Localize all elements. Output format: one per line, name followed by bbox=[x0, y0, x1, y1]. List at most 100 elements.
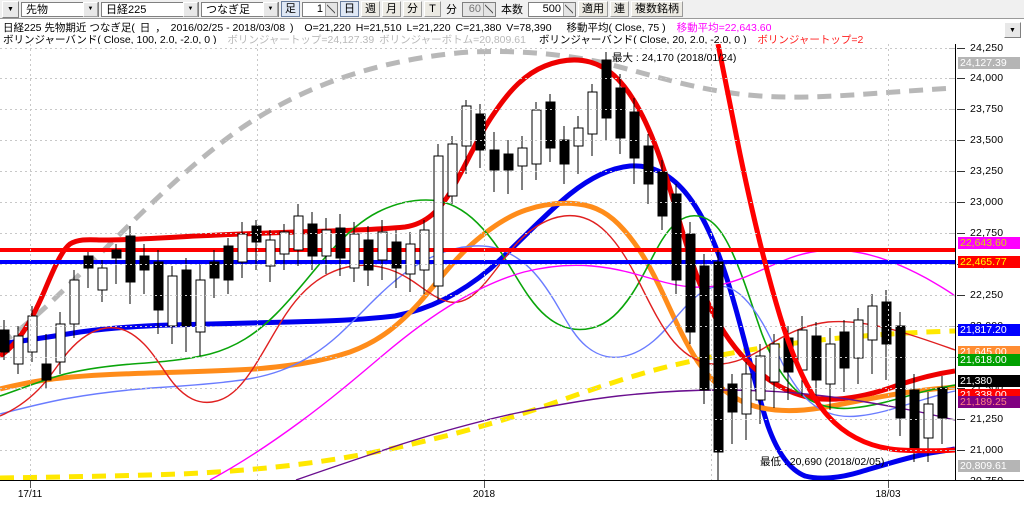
price-value-tag: 21,817.20 bbox=[958, 324, 1020, 336]
apply-button[interactable]: 適用 bbox=[578, 1, 608, 17]
link-button[interactable]: 連 bbox=[610, 1, 629, 17]
period-button-tick[interactable]: T bbox=[424, 1, 441, 17]
period-button-week[interactable]: 週 bbox=[361, 1, 380, 17]
price-value-tag: 22,465.77 bbox=[958, 256, 1020, 268]
price-tick-dash bbox=[949, 202, 955, 203]
price-tick-mark bbox=[957, 140, 965, 141]
ohlc-high: H=21,510 bbox=[355, 22, 402, 34]
price-value-tag: 21,380 bbox=[958, 375, 1020, 387]
count-value-stepper[interactable]: 500 bbox=[528, 1, 576, 17]
count-value-input[interactable]: 500 bbox=[542, 3, 561, 15]
period-button-day[interactable]: 日 bbox=[340, 1, 359, 17]
ohlc-close: C=21,380 bbox=[455, 22, 502, 34]
price-tick-mark bbox=[957, 48, 965, 49]
panel-collapse-arrow-icon[interactable]: ▼ bbox=[1004, 22, 1021, 38]
date-tick-mark bbox=[888, 481, 889, 488]
period-button-minute[interactable]: 分 bbox=[403, 1, 422, 17]
ma-current-value: 移動平均=22,643.60 bbox=[676, 22, 772, 34]
spinner-buttons-icon[interactable] bbox=[325, 2, 337, 16]
bollinger-bottom-value: ボリンジャーボトム=20,809.61 bbox=[379, 34, 526, 46]
chart-date-range: 2016/02/25 - 2018/03/08 bbox=[170, 22, 286, 34]
price-axis-label: 23,250 bbox=[970, 165, 1004, 177]
price-tick-mark bbox=[957, 233, 965, 234]
date-tick-mark bbox=[30, 481, 31, 488]
chart-title-paren: ) bbox=[289, 22, 294, 34]
price-tick-mark bbox=[957, 419, 965, 420]
price-tick-mark bbox=[957, 109, 965, 110]
market-select-value: 先物 bbox=[26, 4, 48, 16]
chevron-down-icon[interactable]: ▼ bbox=[263, 1, 278, 17]
bollinger2-definition: ボリンジャーバンド( Close, 20, 2.0, -2.0, 0 ) bbox=[538, 34, 747, 46]
price-tick-mark bbox=[957, 78, 965, 79]
ohlc-volume: V=78,390 bbox=[506, 22, 552, 34]
price-value-tag: 21,189.25 bbox=[958, 396, 1020, 408]
minute-label: 分 bbox=[446, 4, 457, 16]
main-toolbar: ▼ 先物 ▼ 日経225 ▼ つなぎ足 ▼ 足 1 日 週 月 分 T 分 60… bbox=[0, 0, 1024, 19]
bar-value-input[interactable]: 1 bbox=[316, 3, 323, 15]
chevron-down-icon[interactable]: ▼ bbox=[83, 1, 98, 17]
chart-plot-area[interactable]: 最大 : 24,170 (2018/01/24) 最低 : 20,690 (20… bbox=[0, 44, 955, 480]
spinner-buttons-icon[interactable] bbox=[563, 2, 575, 16]
price-tick-dash bbox=[949, 78, 955, 79]
price-value-tag: 22,643.60 bbox=[958, 237, 1020, 249]
price-tick-dash bbox=[949, 109, 955, 110]
chart-canvas bbox=[0, 44, 955, 480]
price-axis-label: 21,250 bbox=[970, 413, 1004, 425]
ohlc-low: L=21,220 bbox=[406, 22, 451, 34]
price-axis[interactable]: 24,250 24,000 23,750 23,500 23,250 23,000 22,7… bbox=[949, 42, 1024, 487]
min-annotation: 最低 : 20,690 (2018/02/05) bbox=[760, 456, 885, 468]
toolbar-menu-arrow-icon[interactable]: ▼ bbox=[2, 0, 19, 18]
max-annotation: 最大 : 24,170 (2018/01/24) bbox=[612, 52, 737, 64]
price-tick-mark bbox=[957, 295, 965, 296]
symbol-select[interactable]: 日経225 ▼ bbox=[101, 1, 199, 17]
date-tick-mark bbox=[484, 481, 485, 488]
period-button-month[interactable]: 月 bbox=[382, 1, 401, 17]
price-axis-label: 24,000 bbox=[970, 72, 1004, 84]
bollinger-top-value: ボリンジャートップ=24,127.39 bbox=[227, 34, 375, 46]
minute-value-stepper[interactable]: 60 bbox=[462, 1, 496, 17]
candlestick-series bbox=[0, 52, 948, 480]
chart-type-select-value: つなぎ足 bbox=[206, 4, 250, 16]
chart-type-select[interactable]: つなぎ足 ▼ bbox=[201, 1, 279, 17]
market-select[interactable]: 先物 ▼ bbox=[21, 1, 99, 17]
price-value-tag: 21,618.00 bbox=[958, 354, 1020, 366]
multi-symbol-button[interactable]: 複数銘柄 bbox=[631, 1, 683, 17]
chart-interval-text: 日 bbox=[139, 22, 151, 34]
date-axis-label: 2018 bbox=[472, 489, 496, 500]
toolbar-menu-arrow-glyph: ▼ bbox=[7, 5, 14, 13]
price-axis-label: 24,250 bbox=[970, 42, 1004, 54]
chart-info-separator: ， bbox=[155, 22, 166, 34]
price-tick-dash bbox=[949, 419, 955, 420]
price-tick-mark bbox=[957, 171, 965, 172]
price-axis-label: 21,000 bbox=[970, 444, 1004, 456]
price-tick-mark bbox=[957, 388, 965, 389]
price-tick-dash bbox=[949, 326, 955, 327]
price-tick-dash bbox=[949, 450, 955, 451]
price-tick-dash bbox=[949, 140, 955, 141]
chevron-down-icon[interactable]: ▼ bbox=[183, 1, 198, 17]
date-axis[interactable]: 17/11 2018 18/03 bbox=[0, 480, 1024, 506]
count-label: 本数 bbox=[501, 4, 523, 16]
bollinger-definition: ボリンジャーバンド( Close, 100, 2.0, -2.0, 0 ) bbox=[3, 34, 217, 46]
price-axis-label: 23,750 bbox=[970, 103, 1004, 115]
price-tick-dash bbox=[949, 171, 955, 172]
price-axis-label: 23,500 bbox=[970, 134, 1004, 146]
bar-label-button[interactable]: 足 bbox=[281, 1, 300, 17]
price-tick-dash bbox=[949, 48, 955, 49]
price-tick-mark bbox=[957, 202, 965, 203]
price-tick-dash bbox=[949, 295, 955, 296]
chart-title-text: 日経225 先物期近 つなぎ足( bbox=[3, 22, 135, 34]
minute-value-input[interactable]: 60 bbox=[468, 3, 481, 15]
price-tick-dash bbox=[949, 233, 955, 234]
price-value-tag: 20,809.61 bbox=[958, 460, 1020, 472]
date-axis-label: 17/11 bbox=[17, 489, 43, 500]
bollinger2-top-value: ボリンジャートップ=2 bbox=[757, 34, 864, 46]
bar-value-stepper[interactable]: 1 bbox=[302, 1, 338, 17]
spinner-buttons-icon[interactable] bbox=[483, 2, 495, 16]
price-value-tag: 24,127.39 bbox=[958, 57, 1020, 69]
price-tick-mark bbox=[957, 450, 965, 451]
chart-info-line-primary: 日経225 先物期近 つなぎ足( 日 ， 2016/02/25 - 2018/0… bbox=[3, 20, 773, 35]
symbol-select-value: 日経225 bbox=[106, 4, 147, 16]
price-axis-label: 23,000 bbox=[970, 196, 1004, 208]
